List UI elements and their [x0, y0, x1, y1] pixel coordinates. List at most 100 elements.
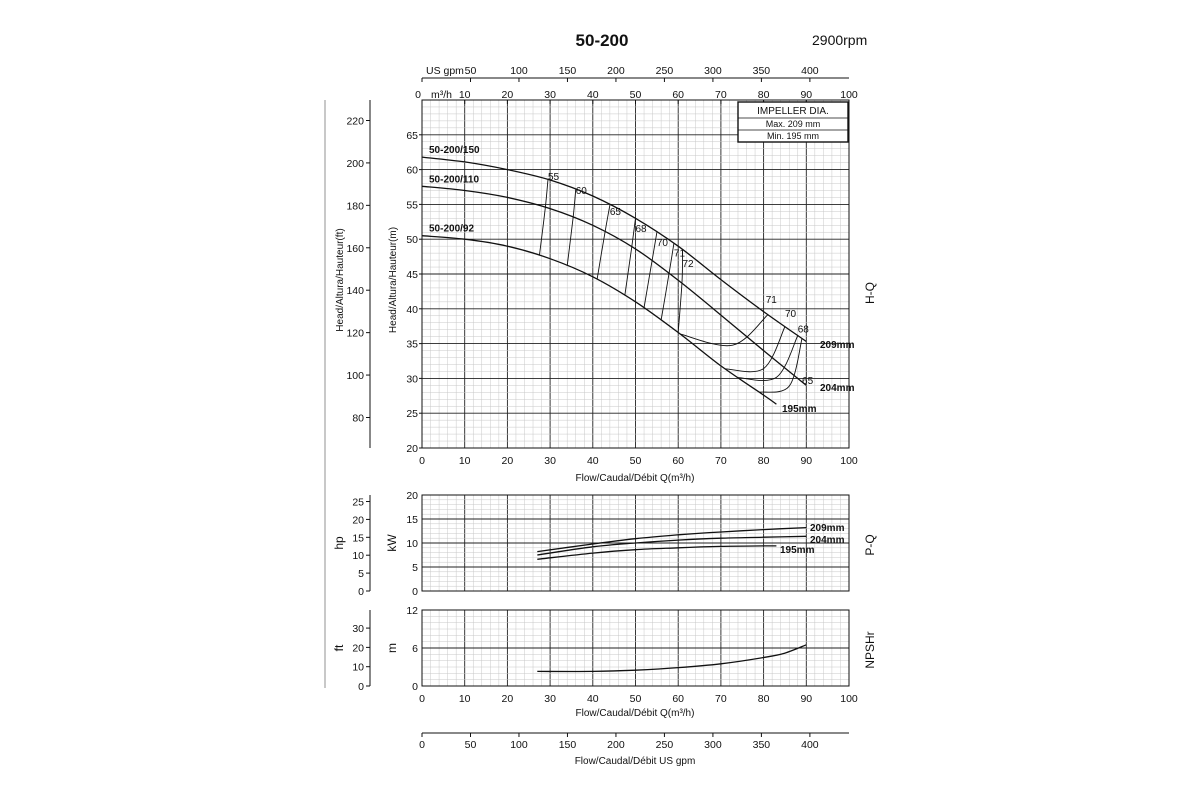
- top-gpm-tick-label: 400: [801, 65, 819, 77]
- hq-x-tick-label: 10: [459, 455, 471, 467]
- efficiency-label: 68: [636, 224, 648, 235]
- impeller-box: IMPELLER DIA. Max. 209 mm Min. 195 mm: [737, 101, 849, 143]
- bottom-gpm-tick-label: 50: [465, 739, 477, 751]
- pq-hp-tick-label: 5: [358, 568, 364, 580]
- hq-x-tick-label: 80: [758, 455, 770, 467]
- top-m3h-tick-label: 60: [672, 89, 684, 101]
- npsh-m-tick-label: 6: [412, 643, 418, 655]
- efficiency-label: 72: [682, 259, 694, 270]
- hq-ft-tick-label: 180: [346, 200, 364, 212]
- top-gpm-axis-label: US gpm: [426, 65, 464, 77]
- pq-curve-195mm: [537, 545, 777, 560]
- npsh-x-tick-label: 100: [840, 693, 858, 705]
- npsh-ft-tick-label: 10: [352, 662, 364, 674]
- npsh-ft-tick-label: 0: [358, 681, 364, 693]
- bottom-gpm-tick-label: 200: [607, 739, 625, 751]
- pq-hp-tick-label: 15: [352, 532, 364, 544]
- hq-tag-label: 50-200/150: [429, 145, 480, 156]
- top-m3h-tick-label: 90: [800, 89, 812, 101]
- efficiency-label: 65: [610, 207, 622, 218]
- flow-axis-label-npsh: Flow/Caudal/Débit Q(m³/h): [576, 708, 695, 719]
- top-m3h-tick-label: 70: [715, 89, 727, 101]
- chart-title: 50-200: [576, 31, 629, 50]
- efficiency-contour: [660, 243, 675, 321]
- head-ft-axis-label: Head/Altura/Hauteur(ft): [335, 228, 346, 331]
- pq-kw-tick-label: 0: [412, 586, 418, 598]
- npsh-x-tick-label: 60: [672, 693, 684, 705]
- hq-y-tick-label: 60: [406, 165, 418, 177]
- efficiency-label: 70: [785, 309, 797, 320]
- hq-curve-204mm: [421, 185, 807, 386]
- hq-y-tick-label: 45: [406, 269, 418, 281]
- efficiency-label: 71: [674, 249, 686, 260]
- labels-layer: 2025303540455055606580100120140160180200…: [346, 65, 857, 751]
- bottom-gpm-tick-label: 150: [559, 739, 577, 751]
- efficiency-contour: [624, 218, 636, 296]
- hq-ft-tick-label: 160: [346, 243, 364, 255]
- npsh-x-tick-label: 80: [758, 693, 770, 705]
- curves-layer: [421, 156, 807, 673]
- efficiency-label: 55: [548, 172, 560, 183]
- npsh-x-tick-label: 0: [419, 693, 425, 705]
- hq-y-tick-label: 65: [406, 130, 418, 142]
- impeller-min: Min. 195 mm: [767, 131, 819, 141]
- m-axis-label: m: [385, 643, 399, 653]
- npsh-ft-tick-label: 20: [352, 642, 364, 654]
- hq-x-tick-label: 0: [419, 455, 425, 467]
- efficiency-contour-right: [725, 326, 786, 373]
- hq-curve-209mm: [421, 156, 807, 343]
- pq-side-label: P-Q: [863, 534, 877, 555]
- top-gpm-tick-label: 150: [559, 65, 577, 77]
- pq-kw-tick-label: 10: [406, 538, 418, 550]
- top-m3h-tick-label: 20: [502, 89, 514, 101]
- pq-hp-tick-label: 10: [352, 550, 364, 562]
- top-gpm-tick-label: 250: [656, 65, 674, 77]
- hq-x-tick-label: 70: [715, 455, 727, 467]
- impeller-max: Max. 209 mm: [766, 119, 821, 129]
- hq-end-label: 209mm: [820, 340, 855, 351]
- hq-curve-195mm: [421, 235, 777, 405]
- bottom-gpm-tick-label: 300: [704, 739, 722, 751]
- hq-tag-label: 50-200/110: [429, 174, 479, 185]
- hq-x-tick-label: 90: [800, 455, 812, 467]
- efficiency-contour: [643, 232, 658, 309]
- top-m3h-tick-label: 80: [758, 89, 770, 101]
- top-gpm-tick-label: 100: [510, 65, 528, 77]
- hq-y-tick-label: 55: [406, 199, 418, 211]
- efficiency-label: 65: [802, 376, 814, 387]
- grid-layer: [421, 99, 850, 687]
- efficiency-contour: [566, 189, 577, 266]
- hp-axis-label: hp: [332, 536, 346, 550]
- pq-end-label: 204mm: [810, 535, 845, 546]
- top-gpm-tick-label: 50: [465, 65, 477, 77]
- efficiency-contour-right: [737, 335, 799, 381]
- npsh-x-tick-label: 30: [544, 693, 556, 705]
- hq-ft-tick-label: 80: [352, 412, 364, 424]
- hq-ft-tick-label: 120: [346, 328, 364, 340]
- efficiency-contour: [677, 249, 683, 333]
- hq-x-tick-label: 50: [630, 455, 642, 467]
- hq-y-tick-label: 20: [406, 443, 418, 455]
- hq-ft-tick-label: 220: [346, 115, 364, 127]
- plot-frame-1: [421, 494, 850, 592]
- npsh-ft-tick-label: 30: [352, 623, 364, 635]
- top-m3h-tick-label: 30: [544, 89, 556, 101]
- pq-end-label: 209mm: [810, 523, 845, 534]
- hq-ft-tick-label: 200: [346, 158, 364, 170]
- efficiency-contour-right: [680, 314, 769, 347]
- pq-kw-tick-label: 5: [412, 562, 418, 574]
- hq-side-label: H-Q: [863, 282, 877, 304]
- pq-kw-tick-label: 15: [406, 514, 418, 526]
- top-m3h-tick-label: 40: [587, 89, 599, 101]
- hq-ft-tick-label: 140: [346, 285, 364, 297]
- plot-frame-2: [421, 609, 850, 687]
- npsh-x-tick-label: 10: [459, 693, 471, 705]
- npsh-x-tick-label: 50: [630, 693, 642, 705]
- efficiency-label: 71: [766, 295, 778, 306]
- top-m3h-tick-label: 50: [630, 89, 642, 101]
- hq-end-label: 204mm: [820, 383, 855, 394]
- hq-y-tick-label: 25: [406, 408, 418, 420]
- efficiency-label: 70: [657, 238, 669, 249]
- hq-x-tick-label: 40: [587, 455, 599, 467]
